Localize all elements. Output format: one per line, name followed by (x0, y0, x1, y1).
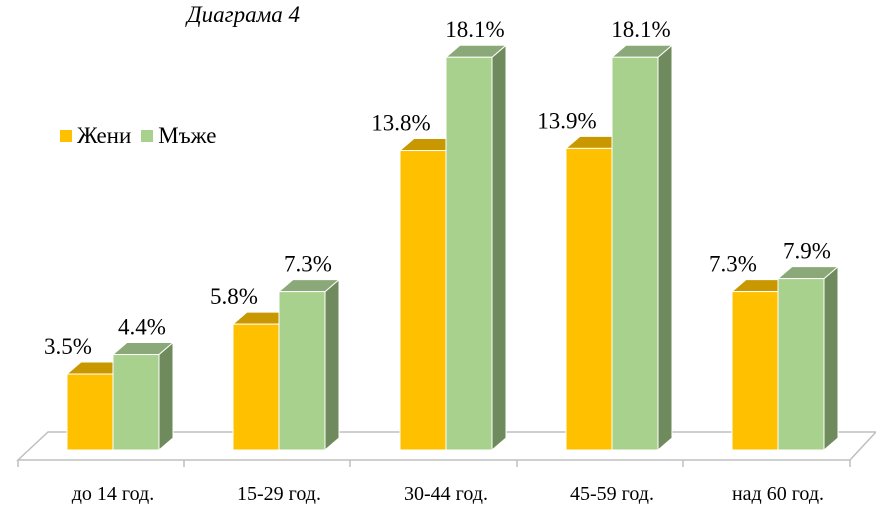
bar-men-0 (112, 354, 160, 451)
bar-women-4 (731, 291, 779, 451)
legend-item-women: Жени (60, 123, 131, 149)
x-tick-label-2: 30-44 год. (404, 483, 488, 505)
legend-label-men: Мъже (158, 123, 217, 148)
chart-title: Диаграма 4 (187, 2, 301, 27)
data-label-women-3: 13.9% (537, 108, 596, 133)
bar-women-0 (66, 373, 114, 451)
data-label-men-3: 18.1% (611, 17, 670, 42)
legend-item-men: Мъже (141, 123, 216, 149)
legend: Жени Мъже (60, 123, 226, 149)
data-label-men-1: 7.3% (284, 252, 332, 277)
data-label-women-0: 3.5% (44, 334, 92, 359)
data-label-men-4: 7.9% (783, 239, 831, 264)
data-label-men-2: 18.1% (445, 17, 504, 42)
bar-men-0-side (158, 341, 174, 452)
data-label-women-2: 13.8% (371, 111, 430, 136)
bar-men-1 (278, 291, 326, 451)
legend-swatch-men (141, 130, 154, 142)
bar-men-3 (611, 56, 659, 451)
bar-men-2 (445, 56, 493, 451)
bar-women-3 (565, 147, 613, 451)
legend-swatch-women (60, 130, 72, 142)
x-tick-label-3: 45-59 год. (570, 483, 654, 505)
x-tick-label-4: над 60 год. (732, 483, 824, 505)
bar-men-2-side (491, 44, 507, 452)
bar-men-4-side (823, 265, 839, 452)
bar-women-2 (399, 150, 447, 451)
x-tick-label-0: до 14 год. (72, 483, 154, 505)
legend-label-women: Жени (77, 123, 132, 148)
bar-men-4 (777, 278, 825, 451)
x-tick-label-1: 15-29 год. (237, 483, 321, 505)
bar-men-1-side (324, 278, 340, 452)
bar-men-3-side (657, 44, 673, 452)
data-label-women-1: 5.8% (210, 284, 258, 309)
bar-women-1 (232, 323, 280, 451)
data-label-men-0: 4.4% (118, 315, 166, 340)
data-label-women-4: 7.3% (709, 252, 757, 277)
